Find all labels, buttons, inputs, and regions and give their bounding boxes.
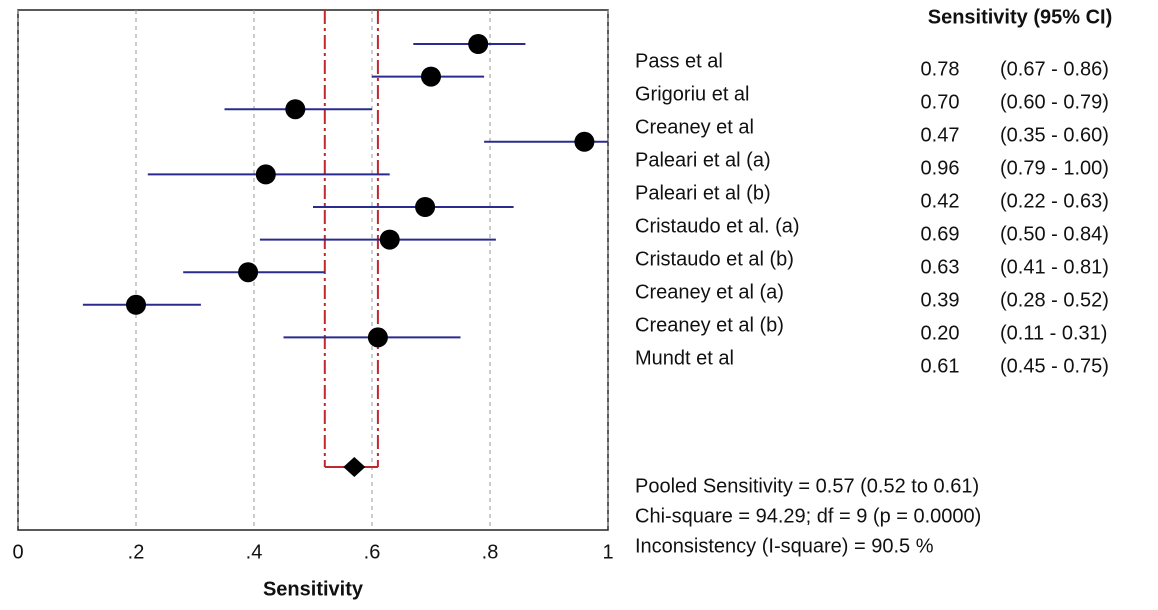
study-point xyxy=(285,99,306,120)
study-ci: (0.45 - 0.75) xyxy=(1000,355,1109,377)
x-tick-label: .6 xyxy=(364,541,381,563)
study-name: Creaney et al xyxy=(635,116,754,138)
study-value: 0.42 xyxy=(921,190,960,212)
study-value: 0.39 xyxy=(921,289,960,311)
study-point xyxy=(126,294,146,315)
study-value: 0.63 xyxy=(921,256,960,278)
x-tick-label: .4 xyxy=(246,541,263,563)
study-value: 0.61 xyxy=(921,355,960,377)
study-value: 0.20 xyxy=(921,322,960,344)
study-point xyxy=(421,66,441,87)
study-ci: (0.67 - 0.86) xyxy=(1000,58,1109,80)
study-point xyxy=(238,262,259,283)
study-value: 0.47 xyxy=(921,124,960,146)
stat-text: Inconsistency (I-square) = 90.5 % xyxy=(635,535,934,557)
plot-frame xyxy=(17,9,609,531)
study-point xyxy=(255,164,276,185)
study-value: 0.70 xyxy=(921,91,960,113)
x-tick-label: .8 xyxy=(482,541,499,563)
study-point xyxy=(415,197,436,217)
study-name: Creaney et al (a) xyxy=(635,281,784,303)
study-ci: (0.79 - 1.00) xyxy=(1000,157,1109,179)
study-ci: (0.60 - 0.79) xyxy=(1000,91,1109,113)
study-name: Pass et al xyxy=(635,50,723,72)
pooled-diamond xyxy=(343,457,366,477)
study-ci: (0.41 - 0.81) xyxy=(1000,256,1109,278)
study-ci: (0.11 - 0.31) xyxy=(1000,322,1107,344)
study-ci: (0.28 - 0.52) xyxy=(1000,289,1109,311)
study-name: Cristaudo et al. (a) xyxy=(635,215,800,237)
x-tick-label: 1 xyxy=(602,541,613,563)
study-name: Cristaudo et al (b) xyxy=(635,248,794,270)
study-value: 0.78 xyxy=(921,58,960,80)
study-point xyxy=(574,131,595,152)
x-tick-label: .2 xyxy=(128,541,145,563)
study-point xyxy=(468,34,489,54)
x-axis-label: Sensitivity xyxy=(263,578,364,600)
study-name: Grigoriu et al xyxy=(635,83,750,105)
study-name: Paleari et al (b) xyxy=(635,182,771,204)
study-value: 0.96 xyxy=(921,157,960,179)
study-ci: (0.50 - 0.84) xyxy=(1000,223,1109,245)
study-ci: (0.22 - 0.63) xyxy=(1000,190,1109,212)
study-point xyxy=(379,229,400,250)
study-value: 0.69 xyxy=(921,223,960,245)
study-name: Paleari et al (a) xyxy=(635,149,771,171)
study-ci: (0.35 - 0.60) xyxy=(1000,124,1109,146)
study-name: Creaney et al (b) xyxy=(635,314,784,336)
x-tick-label: 0 xyxy=(12,541,23,563)
study-name: Mundt et al xyxy=(635,347,734,369)
stat-text: Chi-square = 94.29; df = 9 (p = 0.0000) xyxy=(635,505,981,527)
study-point xyxy=(367,327,388,348)
column-header: Sensitivity (95% CI) xyxy=(928,6,1113,28)
stat-text: Pooled Sensitivity = 0.57 (0.52 to 0.61) xyxy=(635,475,979,497)
